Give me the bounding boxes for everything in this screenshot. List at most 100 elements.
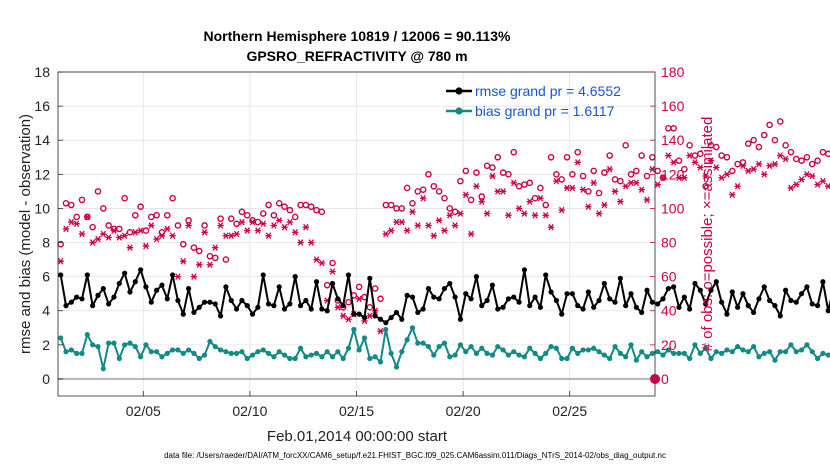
- obs-assimilated-point: [435, 217, 443, 224]
- asterisk-stroke: [553, 177, 560, 185]
- y2-tick-label: 140: [661, 132, 685, 148]
- rmse-point: [441, 285, 448, 292]
- asterisk-stroke: [415, 222, 421, 229]
- bias-point: [814, 355, 821, 362]
- obs-assimilated-point: [793, 181, 800, 188]
- obs-possible-point: [451, 208, 459, 216]
- rmse-point: [751, 309, 757, 316]
- asterisk-stroke: [601, 201, 608, 209]
- bias-point: [276, 349, 282, 355]
- asterisk-stroke: [820, 177, 826, 185]
- obs-assimilated-point: [387, 227, 395, 234]
- x-axis-label: Feb.01,2014 00:00:00 start: [267, 428, 448, 445]
- obs-assimilated-point: [286, 218, 294, 226]
- obs-assimilated-point: [467, 230, 475, 238]
- asterisk-stroke: [191, 273, 197, 280]
- y2-tick-label: 120: [661, 166, 685, 182]
- obs-possible-point: [174, 222, 182, 229]
- legend-bias-marker: [455, 107, 463, 115]
- bias-point: [345, 345, 352, 351]
- obs-possible-point: [441, 194, 448, 202]
- obs-possible-point: [723, 153, 731, 161]
- obs-possible-point: [68, 201, 75, 209]
- bias-point: [303, 354, 309, 360]
- bias-point: [719, 350, 725, 356]
- obs-assimilated-point: [110, 227, 118, 234]
- rmse-point: [516, 299, 522, 305]
- obs-possible-point: [78, 196, 86, 204]
- rmse-point: [191, 309, 197, 316]
- obs-assimilated-point: [574, 159, 581, 166]
- bias-point: [628, 342, 634, 348]
- asterisk-stroke: [68, 218, 75, 226]
- asterisk-stroke: [399, 218, 405, 226]
- obs-assimilated-point: [761, 171, 768, 178]
- obs-assimilated-point: [260, 220, 267, 228]
- obs-possible-point: [430, 182, 438, 190]
- obs-assimilated-point: [766, 162, 773, 170]
- rmse-point: [122, 270, 128, 276]
- asterisk-stroke: [287, 218, 293, 226]
- bias-point: [671, 350, 677, 356]
- obs-assimilated-point: [190, 273, 198, 280]
- asterisk-stroke: [292, 229, 298, 236]
- bias-point: [713, 349, 719, 355]
- obs-assimilated-point: [414, 222, 421, 229]
- bias-point: [228, 350, 234, 356]
- obs-possible-point: [387, 201, 395, 209]
- bias-point: [601, 352, 607, 358]
- obs-assimilated-point: [542, 211, 549, 219]
- obs-assimilated-point: [809, 172, 816, 180]
- left-axis-ticks: 0 2 4 6 8 10 12 14 16 18: [34, 64, 63, 387]
- obs-possible-point: [537, 184, 544, 192]
- rmse-point: [777, 313, 783, 319]
- rmse-point: [340, 303, 346, 309]
- bias-point: [170, 347, 176, 353]
- rmse-point: [617, 275, 623, 281]
- asterisk-stroke: [116, 234, 123, 241]
- obs-assimilated-point: [649, 165, 656, 173]
- asterisk-stroke: [452, 222, 458, 229]
- obs-assimilated-point: [270, 222, 278, 229]
- rmse-point: [180, 311, 186, 317]
- obs-assimilated-point: [702, 172, 709, 180]
- asterisk-stroke: [814, 181, 821, 188]
- asterisk-stroke: [89, 239, 96, 246]
- bias-point: [159, 354, 165, 360]
- rmse-point: [116, 280, 122, 287]
- asterisk-stroke: [649, 165, 656, 173]
- obs-possible-point: [121, 194, 128, 202]
- obs-possible-point: [622, 142, 629, 149]
- obs-possible-point: [776, 118, 784, 125]
- rmse-point: [239, 297, 245, 304]
- bias-point: [383, 326, 389, 333]
- obs-assimilated-point: [244, 227, 251, 234]
- bias-point: [217, 347, 224, 353]
- obs-assimilated-point: [483, 210, 491, 217]
- obs-possible-point: [601, 169, 608, 176]
- obs-possible-point: [766, 121, 773, 129]
- rmse-point: [415, 309, 421, 316]
- asterisk-stroke: [484, 210, 490, 217]
- y-axis-label: rmse and bias (model - observation): [17, 114, 34, 354]
- rmse-point: [687, 306, 693, 312]
- obs-possible-point: [681, 165, 688, 173]
- y2-tick-label: 0: [661, 371, 669, 387]
- obs-assimilated-point: [803, 171, 811, 178]
- x-tick-label: 02/20: [446, 403, 481, 419]
- obs-assimilated-point: [105, 234, 112, 241]
- rmse-point: [74, 294, 80, 300]
- obs-possible-point: [585, 188, 592, 195]
- bias-point: [703, 345, 709, 351]
- obs-assimilated-point: [611, 188, 619, 195]
- asterisk-stroke: [724, 171, 730, 178]
- rmse-point: [809, 301, 815, 307]
- asterisk-stroke: [313, 256, 320, 263]
- obs-assimilated-point: [819, 177, 827, 185]
- obs-possible-point: [670, 124, 677, 132]
- bias-point: [527, 345, 533, 351]
- y-tick-label: 14: [34, 132, 50, 148]
- obs-possible-point: [569, 171, 576, 178]
- bias-point: [617, 350, 623, 356]
- chart-title: Northern Hemisphere 10819 / 12006 = 90.1…: [203, 28, 511, 44]
